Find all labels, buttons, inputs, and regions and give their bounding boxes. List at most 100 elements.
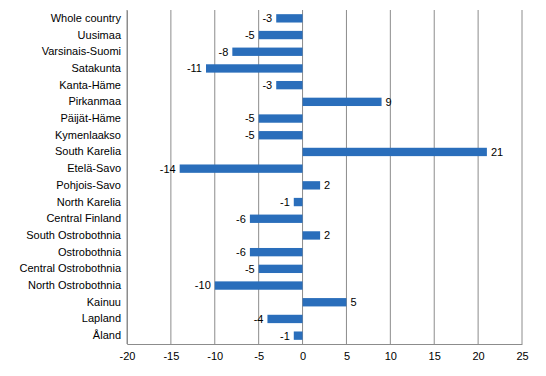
y-tick: Åland: [93, 329, 127, 341]
x-tick-label: -10: [207, 350, 223, 362]
data-label: -3: [262, 12, 272, 24]
y-tick-label: Pirkanmaa: [68, 95, 121, 107]
y-tick-label: Central Finland: [46, 212, 121, 224]
y-tick-label: Kanta-Häme: [59, 79, 121, 91]
y-tick: Central Finland: [46, 212, 127, 224]
y-tick: Uusimaa: [78, 29, 127, 41]
data-label: 21: [491, 146, 503, 158]
grid: [127, 10, 522, 344]
data-label: -5: [245, 112, 255, 124]
grid-line: [258, 10, 259, 344]
x-tick: -10: [207, 344, 223, 362]
y-tick-label: Etelä-Savo: [67, 162, 121, 174]
data-label: 5: [350, 296, 356, 308]
y-tick-label: Kainuu: [87, 296, 121, 308]
x-tick-label: 5: [344, 350, 350, 362]
y-tick: Kainuu: [87, 296, 127, 308]
y-axis-line: [127, 11, 128, 345]
y-tick: Central Ostrobothnia: [20, 262, 128, 274]
plot: -20-15-10-50510152025Whole countryUusima…: [20, 10, 529, 362]
y-tick-label: Varsinais-Suomi: [42, 45, 121, 57]
data-label: -3: [262, 79, 272, 91]
data-label: -1: [280, 196, 290, 208]
grid-line: [346, 10, 347, 344]
data-label: -8: [219, 46, 229, 58]
x-tick-label: 15: [429, 350, 441, 362]
y-tick-label: Satakunta: [71, 62, 121, 74]
data-label: -6: [236, 213, 246, 225]
bar: [259, 265, 303, 273]
y-tick: Päijät-Häme: [60, 112, 127, 124]
y-tick-label: Päijät-Häme: [60, 112, 121, 124]
bar: [276, 81, 302, 89]
x-tick-label: 10: [385, 350, 397, 362]
data-label: 2: [324, 229, 330, 241]
y-tick: Ostrobothnia: [58, 246, 127, 258]
bars: [180, 14, 487, 340]
x-axis: -20 -15 -10 -5 0 5 10 15 20 25: [120, 344, 529, 362]
y-tick-label: Central Ostrobothnia: [20, 262, 122, 274]
x-tick: -15: [163, 344, 179, 362]
x-tick: -20: [120, 344, 136, 362]
bar: [250, 248, 303, 256]
bar: [303, 181, 321, 189]
y-tick-label: South Karelia: [55, 145, 122, 157]
grid-line: [302, 10, 303, 344]
data-label: -1: [280, 330, 290, 342]
bar: [267, 315, 302, 323]
y-tick-label: Lapland: [82, 312, 121, 324]
x-tick-label: 25: [516, 350, 528, 362]
x-axis-line: [128, 344, 523, 345]
bar: [180, 164, 303, 172]
x-tick: 15: [429, 344, 441, 362]
y-tick-label: Whole country: [51, 12, 122, 24]
y-tick: Pohjois-Savo: [56, 179, 127, 191]
x-tick-label: -20: [120, 350, 136, 362]
bar: [303, 148, 487, 156]
bar: [303, 98, 382, 106]
y-tick-label: Uusimaa: [78, 29, 122, 41]
data-label: -11: [187, 62, 202, 74]
data-label: -4: [254, 313, 264, 325]
y-tick: Kymenlaakso: [55, 129, 127, 141]
bar: [215, 281, 303, 289]
x-tick-label: 0: [300, 350, 306, 362]
bar: [294, 198, 303, 206]
bar: [206, 64, 303, 72]
x-tick-label: -5: [254, 350, 264, 362]
y-tick-label: South Ostrobothnia: [26, 229, 122, 241]
x-tick: 5: [344, 344, 350, 362]
y-tick-label: Kymenlaakso: [55, 129, 121, 141]
y-tick: South Karelia: [55, 145, 127, 157]
data-label: -5: [245, 263, 255, 275]
x-tick: -5: [254, 344, 264, 362]
data-label: -5: [245, 129, 255, 141]
grid-line: [170, 10, 171, 344]
data-labels: -3-5-8-11-39-5-521-142-1-62-6-5-105-4-1: [160, 12, 503, 341]
y-tick: North Ostrobothnia: [28, 279, 127, 291]
data-label: -10: [195, 279, 211, 291]
bar: [259, 131, 303, 139]
data-label: -14: [160, 163, 176, 175]
data-label: 2: [324, 179, 330, 191]
y-tick: Lapland: [82, 312, 127, 324]
y-tick: Varsinais-Suomi: [42, 45, 127, 57]
y-tick: Whole country: [51, 12, 127, 24]
x-tick: 0: [300, 344, 306, 362]
y-tick-label: North Ostrobothnia: [28, 279, 122, 291]
grid-line: [434, 10, 435, 344]
y-tick: South Ostrobothnia: [26, 229, 127, 241]
x-tick-label: 20: [472, 350, 484, 362]
y-tick-label: Ostrobothnia: [58, 246, 122, 258]
bar: [303, 231, 321, 239]
data-label: 9: [386, 96, 392, 108]
bar: [276, 14, 302, 22]
bar: [250, 215, 303, 223]
grid-line: [127, 10, 128, 344]
x-tick: 25: [516, 344, 528, 362]
x-tick-label: -15: [163, 350, 179, 362]
bar: [294, 331, 303, 339]
y-tick-label: Pohjois-Savo: [56, 179, 121, 191]
y-tick-label: Åland: [93, 329, 121, 341]
grid-line: [522, 10, 523, 344]
